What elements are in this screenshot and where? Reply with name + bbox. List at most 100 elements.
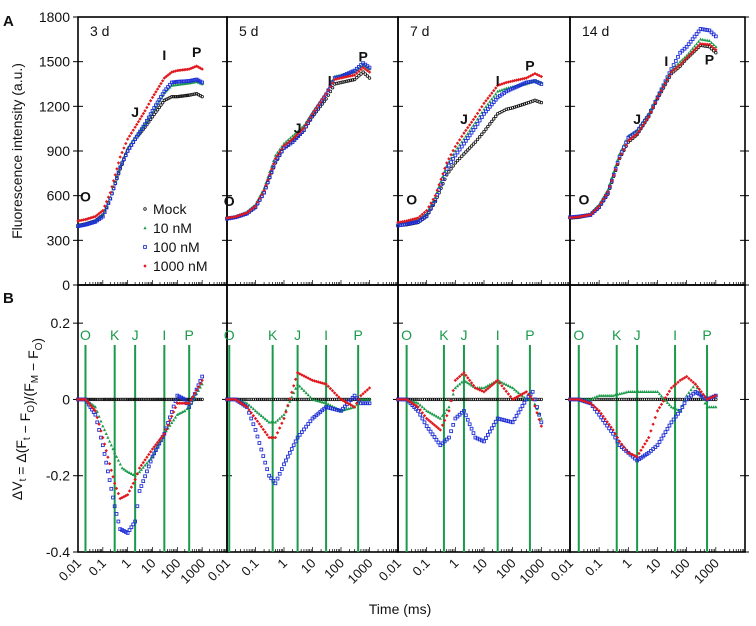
x-tick-label: 1000: [177, 556, 208, 587]
data-point: [116, 161, 121, 165]
data-point: [494, 114, 498, 119]
data-point: [665, 427, 670, 431]
legend-label: Mock: [153, 201, 187, 217]
data-point: [251, 397, 256, 402]
data-point: [464, 413, 468, 418]
data-point: [143, 122, 147, 127]
data-point: [164, 87, 169, 92]
series-b3-1000-nm: [396, 371, 544, 432]
data-point: [447, 163, 451, 168]
data-point: [304, 391, 308, 395]
data-point: [514, 84, 519, 89]
data-point: [488, 93, 492, 98]
data-point: [118, 496, 122, 501]
data-point: [447, 409, 451, 413]
series-a1-100-nm: [76, 77, 205, 229]
data-point: [643, 442, 647, 446]
data-point: [475, 111, 480, 116]
data-point: [441, 174, 445, 178]
legend: Mock 10 nM 100 nM 1000 nM: [143, 201, 207, 274]
data-point: [229, 215, 233, 220]
data-point: [672, 406, 676, 410]
data-point: [273, 153, 278, 157]
data-point: [440, 413, 445, 417]
panel-b1-vline-label: I: [162, 327, 166, 343]
data-point: [133, 519, 137, 524]
data-point: [324, 397, 328, 402]
data-point: [131, 481, 135, 486]
data-point: [480, 397, 484, 402]
data-point: [355, 71, 359, 75]
data-point: [574, 215, 579, 219]
data-point: [123, 153, 128, 157]
data-point: [330, 406, 335, 411]
panel-a1-phase-i: I: [162, 47, 166, 63]
data-point: [332, 391, 337, 395]
data-point: [261, 454, 266, 458]
data-point: [420, 411, 425, 415]
data-point: [695, 42, 699, 46]
data-point: [432, 397, 437, 402]
data-point: [661, 83, 666, 87]
x-tick-label: 10: [469, 556, 490, 577]
data-point: [104, 448, 108, 453]
data-point: [88, 216, 93, 220]
data-point: [484, 99, 488, 103]
data-point: [703, 42, 707, 46]
data-point: [145, 455, 149, 459]
data-point: [671, 63, 676, 67]
data-point: [183, 401, 187, 405]
data-point: [455, 414, 460, 419]
data-point: [324, 382, 328, 386]
data-point: [398, 397, 402, 402]
data-point: [651, 397, 655, 402]
data-point: [193, 92, 197, 96]
data-point: [655, 443, 660, 448]
data-point: [518, 407, 523, 412]
y-tick-label-a: 1200: [39, 98, 70, 114]
data-point: [118, 397, 122, 402]
data-point: [442, 439, 447, 444]
data-point: [139, 467, 143, 471]
data-point: [322, 94, 326, 99]
data-point: [626, 397, 631, 402]
data-point: [447, 157, 451, 161]
data-point: [187, 405, 192, 409]
legend-label: 1000 nM: [153, 258, 207, 274]
data-point: [425, 409, 429, 413]
data-point: [111, 179, 116, 183]
data-point: [539, 424, 544, 428]
data-point: [93, 397, 98, 402]
data-point: [669, 397, 674, 402]
data-point: [422, 413, 427, 418]
data-point: [185, 407, 189, 411]
data-point: [462, 409, 466, 413]
data-point: [680, 405, 685, 409]
data-point: [147, 102, 151, 106]
data-point: [709, 41, 714, 45]
data-point: [286, 140, 290, 145]
data-point: [348, 70, 353, 75]
data-point: [300, 397, 304, 402]
data-point: [697, 387, 702, 391]
data-point: [533, 71, 537, 76]
data-point: [466, 125, 470, 130]
data-point: [129, 131, 134, 135]
data-point: [278, 426, 282, 430]
data-point: [682, 401, 687, 406]
data-point: [694, 46, 699, 50]
data-point: [143, 474, 147, 479]
data-point: [312, 109, 317, 113]
data-point: [620, 442, 624, 446]
data-point: [447, 170, 451, 174]
data-point: [357, 69, 361, 74]
data-point: [622, 445, 626, 449]
data-point: [669, 70, 674, 74]
data-point: [106, 195, 111, 199]
data-point: [439, 177, 443, 181]
data-point: [489, 426, 494, 431]
data-point: [640, 390, 644, 393]
data-point: [350, 78, 355, 82]
data-point: [617, 439, 622, 444]
data-point: [641, 123, 645, 128]
